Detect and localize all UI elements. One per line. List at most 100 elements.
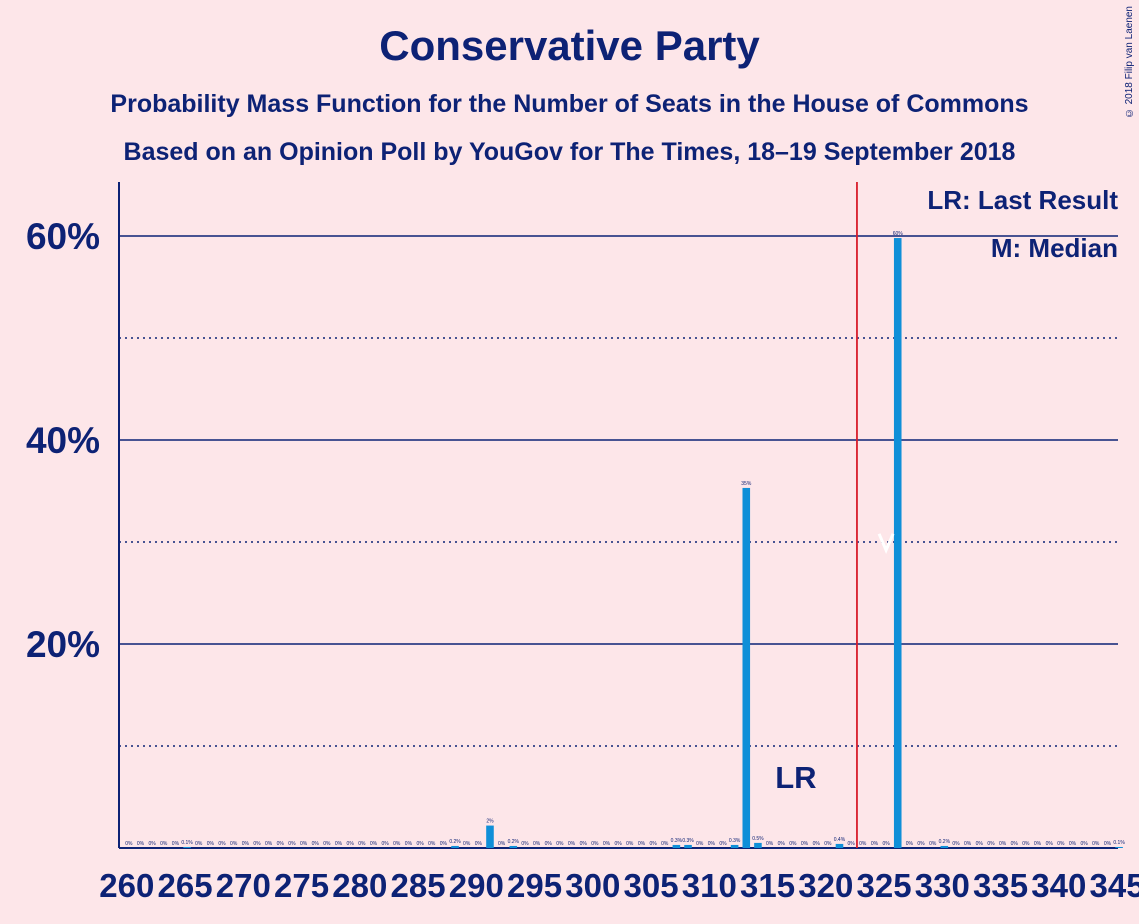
x-tick-label: 310 <box>682 867 737 904</box>
bar <box>1115 846 1123 848</box>
x-tick-label: 260 <box>99 867 154 904</box>
chart-title: Conservative Party <box>379 22 760 69</box>
bar-label: 0% <box>1104 841 1112 847</box>
bar-label: 0% <box>999 841 1007 847</box>
x-tick-label: 315 <box>740 867 795 904</box>
bar-label: 0% <box>1092 841 1100 847</box>
bar-label: 0% <box>1034 841 1042 847</box>
bar-label: 0% <box>638 841 646 847</box>
bar <box>730 844 739 848</box>
bar-label: 0% <box>1011 841 1019 847</box>
y-tick-label: 60% <box>26 216 100 257</box>
bar-label: 0.5% <box>752 836 764 842</box>
bar-label: 0.4% <box>834 837 846 843</box>
bar-label: 0% <box>358 841 366 847</box>
bar-label: 0% <box>976 841 984 847</box>
bar-label: 0% <box>545 841 553 847</box>
bar <box>486 825 494 848</box>
bar-label: 0.2% <box>508 839 520 845</box>
bar-label: 0% <box>789 841 797 847</box>
bar-label: 0% <box>591 841 599 847</box>
bar <box>754 842 762 848</box>
x-tick-label: 325 <box>857 867 912 904</box>
bar-label: 0% <box>463 841 471 847</box>
chart-subtitle: Probability Mass Function for the Number… <box>110 90 1029 118</box>
y-tick-label: 40% <box>26 420 100 461</box>
chart-source: Based on an Opinion Poll by YouGov for T… <box>123 138 1016 166</box>
bar-label: 0% <box>416 841 424 847</box>
x-tick-label: 265 <box>158 867 213 904</box>
bar-label: 0% <box>603 841 611 847</box>
bar-label: 0% <box>405 841 413 847</box>
bar-label: 0% <box>568 841 576 847</box>
bar-label: 0% <box>230 841 238 847</box>
bar-label: 0% <box>859 841 867 847</box>
bar-label: 0% <box>1046 841 1054 847</box>
y-tick-label: 20% <box>26 624 100 665</box>
bar-label: 35% <box>741 481 752 487</box>
bar-label: 0% <box>498 841 506 847</box>
bar <box>893 238 902 849</box>
legend-median: M: Median <box>991 233 1118 263</box>
bar <box>183 846 191 848</box>
bar-label: 0% <box>335 841 343 847</box>
bar-label: 0% <box>149 841 157 847</box>
bar-label: 0% <box>195 841 203 847</box>
x-tick-label: 285 <box>391 867 446 904</box>
median-marker <box>877 533 895 554</box>
x-tick-label: 275 <box>274 867 329 904</box>
bar-label: 0% <box>160 841 168 847</box>
bar-label: 0% <box>475 841 483 847</box>
bar-label: 0% <box>312 841 320 847</box>
bar-label: 0% <box>801 841 809 847</box>
bar <box>940 845 949 848</box>
bar-label: 0% <box>929 841 937 847</box>
x-tick-label: 290 <box>449 867 504 904</box>
bar-label: 0% <box>288 841 296 847</box>
x-tick-label: 305 <box>624 867 679 904</box>
x-tick-label: 270 <box>216 867 271 904</box>
x-tick-label: 330 <box>915 867 970 904</box>
bar <box>835 843 844 848</box>
x-tick-label: 335 <box>973 867 1028 904</box>
bar-label: 2% <box>486 819 494 825</box>
bar-label: 0% <box>580 841 588 847</box>
bar-label: 0% <box>778 841 786 847</box>
bar-label: 0% <box>137 841 145 847</box>
bar-label: 0% <box>871 841 879 847</box>
bar-label: 0% <box>1022 841 1030 847</box>
bar-label: 0.2% <box>449 839 461 845</box>
bar-label: 0% <box>265 841 273 847</box>
bar-label: 0% <box>987 841 995 847</box>
bar-label: 0% <box>696 841 704 847</box>
bar-label: 0% <box>1069 841 1077 847</box>
bar-label: 0% <box>848 841 856 847</box>
bar-label: 0% <box>300 841 308 847</box>
bar-label: 0.3% <box>729 838 741 844</box>
x-tick-label: 340 <box>1031 867 1086 904</box>
bar <box>672 844 681 848</box>
bar-label: 0% <box>906 841 914 847</box>
bar-label: 0% <box>719 841 727 847</box>
bar-label: 0% <box>813 841 821 847</box>
bar-label: 0% <box>207 841 215 847</box>
x-tick-label: 300 <box>565 867 620 904</box>
bar-label: 0% <box>370 841 378 847</box>
bar-label: 0.3% <box>671 838 683 844</box>
bar-label: 0% <box>882 841 890 847</box>
bar-label: 0% <box>1081 841 1089 847</box>
bar <box>684 844 692 848</box>
bar-label: 0.1% <box>181 840 193 846</box>
bar-label: 0% <box>661 841 669 847</box>
bar <box>742 487 751 848</box>
bar-label: 0% <box>440 841 448 847</box>
x-tick-label: 320 <box>798 867 853 904</box>
bar-label: 0% <box>708 841 716 847</box>
x-tick-label: 295 <box>507 867 562 904</box>
bar-label: 0.3% <box>682 838 694 844</box>
bar-label: 0% <box>521 841 529 847</box>
bar <box>451 845 459 848</box>
bar-label: 0% <box>824 841 832 847</box>
bar-label: 0% <box>626 841 634 847</box>
